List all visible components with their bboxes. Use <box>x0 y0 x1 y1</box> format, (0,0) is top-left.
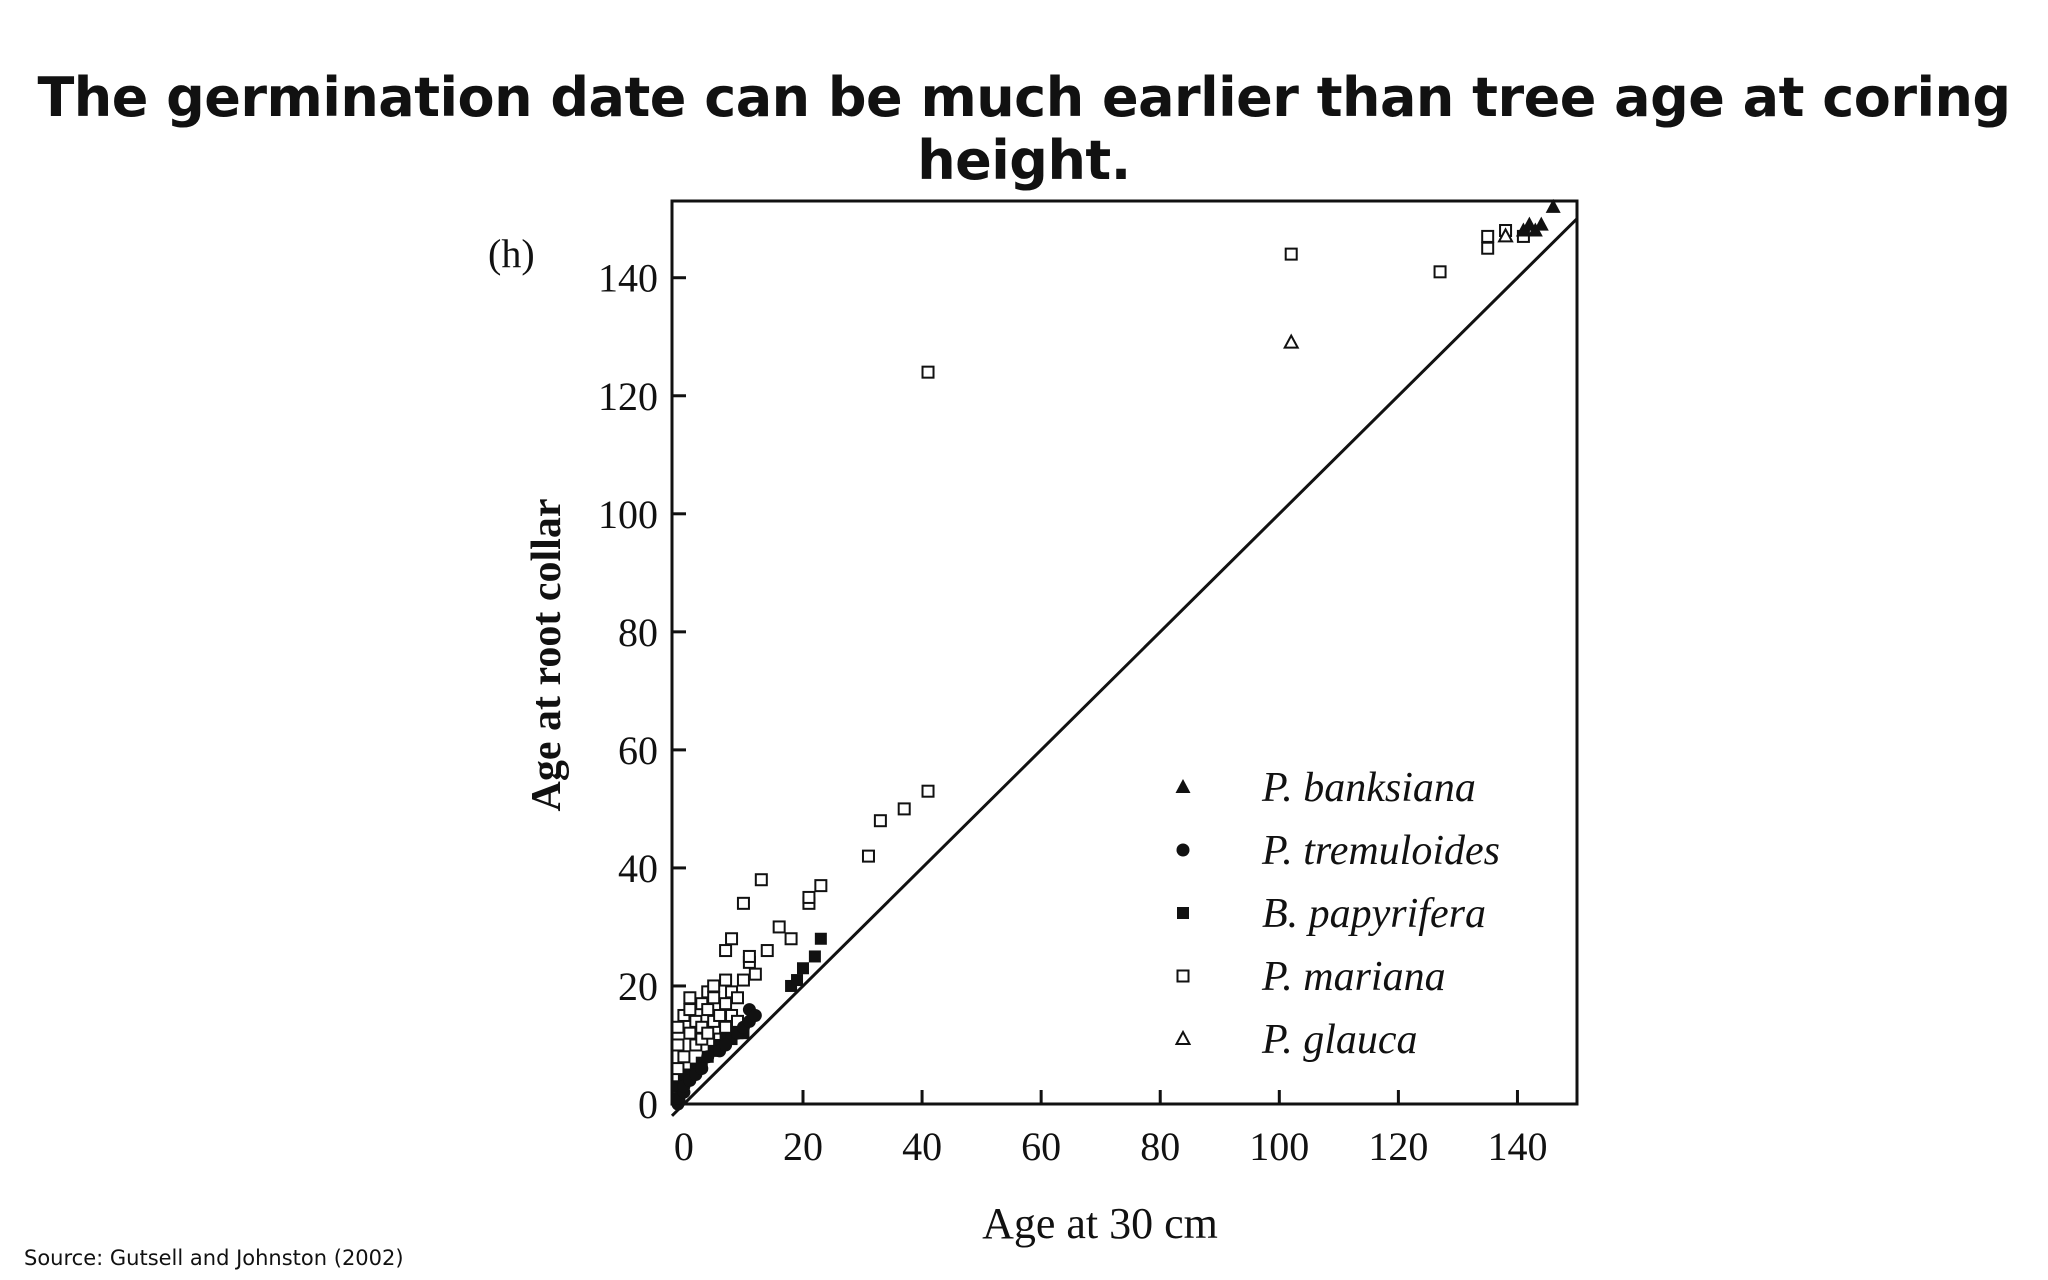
source-note: Source: Gutsell and Johnston (2002) <box>24 1246 404 1270</box>
data-point-p-mariana <box>748 967 762 981</box>
panel-label: (h) <box>488 231 535 276</box>
x-tick-label: 120 <box>1368 1124 1428 1169</box>
x-tick-label: 140 <box>1487 1124 1547 1169</box>
data-point-p-mariana <box>760 944 774 958</box>
y-axis-label: Age at root collar <box>524 499 570 812</box>
data-points <box>671 198 1561 1111</box>
y-tick-label: 100 <box>598 492 658 537</box>
data-point-p-mariana <box>683 991 697 1005</box>
data-point-p-mariana <box>921 365 935 379</box>
plot-frame <box>670 199 1579 1106</box>
x-tick-label: 100 <box>1249 1124 1309 1169</box>
data-point-p-mariana <box>814 879 828 893</box>
data-point-p-mariana <box>719 973 733 987</box>
x-axis-label: Age at 30 cm <box>982 1199 1218 1248</box>
data-point-p-mariana <box>719 1020 733 1034</box>
data-point-p-mariana <box>784 932 798 946</box>
y-axis-ticks: 0 20 40 60 80 100 120 140 <box>598 256 686 1127</box>
y-tick-label: 80 <box>618 610 658 655</box>
y-tick-label: 120 <box>598 374 658 419</box>
x-tick-label: 60 <box>1021 1124 1061 1169</box>
x-tick-label: 0 <box>674 1124 694 1169</box>
legend-label: P. banksiana <box>1261 765 1476 811</box>
data-point-b-papyrifera <box>796 962 809 975</box>
legend-label: P. tremuloides <box>1261 828 1500 874</box>
data-point-p-mariana <box>701 1003 715 1017</box>
data-point-p-mariana <box>677 1050 691 1064</box>
data-point-p-mariana <box>736 973 750 987</box>
x-axis-ticks: 0 20 40 60 80 100 120 140 <box>674 1090 1547 1169</box>
data-point-p-glauca <box>1283 333 1300 349</box>
data-point-p-tremuloides <box>719 1038 733 1052</box>
data-point-p-mariana <box>736 896 750 910</box>
data-point-p-mariana <box>725 932 739 946</box>
data-point-p-mariana <box>719 944 733 958</box>
data-point-p-mariana <box>683 1026 697 1040</box>
legend-marker <box>1176 969 1190 983</box>
y-tick-label: 140 <box>598 256 658 301</box>
data-point-p-mariana <box>1481 241 1495 255</box>
slide-title: The germination date can be much earlier… <box>37 66 2011 192</box>
data-point-p-banksiana <box>1533 216 1549 231</box>
data-point-p-banksiana <box>1545 198 1561 213</box>
legend-marker <box>1174 1029 1192 1045</box>
data-point-p-mariana <box>713 1008 727 1022</box>
data-point-p-mariana <box>897 802 911 816</box>
data-point-p-mariana <box>1433 265 1447 279</box>
data-point-b-papyrifera <box>791 974 804 987</box>
data-point-p-mariana <box>742 949 756 963</box>
data-point-p-mariana <box>707 991 721 1005</box>
data-point-p-mariana <box>671 1038 685 1052</box>
data-point-b-papyrifera <box>808 950 821 963</box>
y-tick-label: 20 <box>618 964 658 1009</box>
legend: P. banksiana P. tremuloides B. papyrifera P… <box>1174 765 1500 1063</box>
legend-label: P. mariana <box>1261 954 1446 1000</box>
data-point-p-mariana <box>683 1003 697 1017</box>
data-point-p-tremuloides <box>748 1008 762 1022</box>
legend-label: P. glauca <box>1261 1017 1418 1063</box>
legend-marker <box>1177 907 1189 919</box>
data-point-p-tremuloides <box>695 1062 709 1076</box>
x-tick-label: 20 <box>783 1124 823 1169</box>
data-point-p-mariana <box>671 1062 685 1076</box>
data-point-p-mariana <box>861 849 875 863</box>
y-tick-label: 0 <box>638 1082 658 1127</box>
data-point-p-mariana <box>1481 229 1495 243</box>
y-tick-label: 60 <box>618 728 658 773</box>
y-tick-label: 40 <box>618 846 658 891</box>
data-point-p-mariana <box>802 890 816 904</box>
legend-marker <box>1175 779 1191 793</box>
legend-marker <box>1176 843 1190 857</box>
data-point-p-mariana <box>719 997 733 1011</box>
legend-label: B. papyrifera <box>1262 891 1486 937</box>
data-point-p-mariana <box>730 991 744 1005</box>
data-point-p-glauca <box>1497 227 1514 243</box>
data-point-p-mariana <box>873 814 887 828</box>
data-point-b-papyrifera <box>814 932 827 945</box>
data-point-p-tremuloides <box>701 1050 715 1064</box>
reference-line <box>670 217 1579 1117</box>
data-point-p-mariana <box>772 920 786 934</box>
data-point-p-mariana <box>1284 247 1298 261</box>
data-point-p-mariana <box>707 979 721 993</box>
data-point-p-mariana <box>754 873 768 887</box>
data-point-p-mariana <box>671 1020 685 1034</box>
x-tick-label: 40 <box>902 1124 942 1169</box>
x-tick-label: 80 <box>1140 1124 1180 1169</box>
data-point-p-mariana <box>921 784 935 798</box>
data-point-p-mariana <box>701 1026 715 1040</box>
